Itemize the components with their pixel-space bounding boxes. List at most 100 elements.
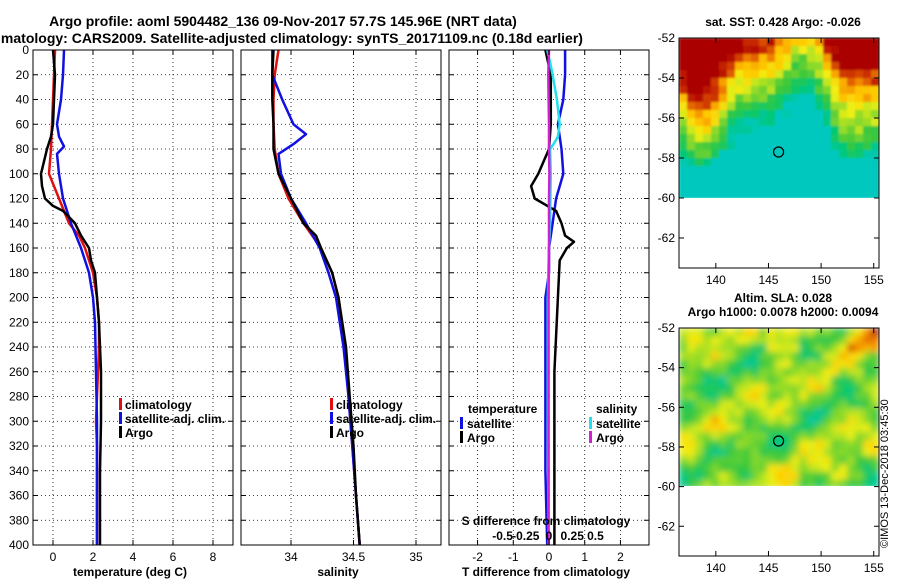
map-cell bbox=[743, 392, 752, 401]
map-cell bbox=[695, 70, 704, 79]
map-cell bbox=[775, 46, 784, 55]
map-cell bbox=[743, 336, 752, 345]
map-cell bbox=[815, 448, 824, 457]
map-cell bbox=[735, 78, 744, 87]
map-cell bbox=[839, 448, 848, 457]
map-cell bbox=[711, 182, 720, 191]
map-cell bbox=[791, 54, 800, 63]
map-cell bbox=[775, 352, 784, 361]
map-cell bbox=[831, 472, 840, 481]
map-cell bbox=[823, 360, 832, 369]
map-cell bbox=[823, 416, 832, 425]
map-cell bbox=[759, 360, 768, 369]
map-cell bbox=[783, 70, 792, 79]
map-cell bbox=[687, 392, 696, 401]
map-cell bbox=[783, 134, 792, 143]
map-cell bbox=[759, 38, 768, 47]
map-cell bbox=[767, 336, 776, 345]
map-cell bbox=[727, 166, 736, 175]
map-cell bbox=[751, 126, 760, 135]
y-tick-label: 260 bbox=[9, 365, 29, 379]
map-cell bbox=[735, 126, 744, 135]
map-cell bbox=[847, 344, 856, 353]
map-cell bbox=[703, 110, 712, 119]
map-cell bbox=[871, 440, 879, 449]
map-cell bbox=[727, 432, 736, 441]
map-cell bbox=[783, 344, 792, 353]
map-cell bbox=[767, 472, 776, 481]
map-cell bbox=[687, 46, 696, 55]
map-cell bbox=[727, 336, 736, 345]
map-cell bbox=[815, 46, 824, 55]
legend-label-s-satellite: satellite bbox=[596, 417, 641, 431]
map-cell bbox=[711, 376, 720, 385]
map-cell bbox=[823, 110, 832, 119]
map-cell bbox=[823, 432, 832, 441]
map-cell bbox=[823, 126, 832, 135]
map-cell bbox=[743, 38, 752, 47]
map-cell bbox=[791, 94, 800, 103]
map-cell bbox=[847, 86, 856, 95]
map-cell bbox=[759, 336, 768, 345]
map-cell bbox=[855, 102, 864, 111]
map-cell bbox=[783, 416, 792, 425]
map-cell bbox=[727, 392, 736, 401]
map-cell bbox=[839, 110, 848, 119]
series-line-argo bbox=[39, 49, 103, 545]
map-cell bbox=[775, 158, 784, 167]
map-cell bbox=[855, 408, 864, 417]
map-cell bbox=[735, 400, 744, 409]
map-cell bbox=[815, 94, 824, 103]
map-cell bbox=[679, 328, 688, 337]
map-cell bbox=[791, 110, 800, 119]
map-cell bbox=[727, 472, 736, 481]
map-cell bbox=[871, 62, 879, 71]
map-cell bbox=[791, 70, 800, 79]
map-cell bbox=[743, 344, 752, 353]
map-cell bbox=[703, 408, 712, 417]
figure-title-line2: Climatology: CARS2009. Satellite-adjuste… bbox=[0, 30, 583, 46]
map-cell bbox=[855, 472, 864, 481]
map-cell bbox=[759, 78, 768, 87]
map-cell bbox=[855, 118, 864, 127]
map-cell bbox=[687, 456, 696, 465]
map-cell bbox=[727, 368, 736, 377]
map-cell bbox=[847, 464, 856, 473]
map-cell bbox=[751, 384, 760, 393]
map-cell bbox=[871, 182, 879, 191]
map-cell bbox=[871, 368, 879, 377]
map-cell bbox=[847, 70, 856, 79]
map-cell bbox=[863, 360, 872, 369]
map-cell bbox=[871, 424, 879, 433]
map-cell bbox=[679, 142, 688, 151]
map-cell bbox=[727, 70, 736, 79]
map-cell bbox=[767, 158, 776, 167]
map-cell bbox=[799, 424, 808, 433]
map-cell bbox=[807, 134, 816, 143]
map-cell bbox=[743, 142, 752, 151]
map-cell bbox=[719, 472, 728, 481]
map-cell bbox=[783, 456, 792, 465]
map-cell bbox=[679, 400, 688, 409]
map-cell bbox=[751, 368, 760, 377]
map-cell bbox=[839, 480, 848, 486]
map-cell bbox=[799, 400, 808, 409]
legend-swatch-t-argo bbox=[460, 431, 463, 443]
map-cell bbox=[679, 78, 688, 87]
map-cell bbox=[847, 38, 856, 47]
map-cell bbox=[839, 456, 848, 465]
map-cell bbox=[855, 62, 864, 71]
map-cell bbox=[847, 472, 856, 481]
map-cell bbox=[735, 456, 744, 465]
map-cell bbox=[807, 182, 816, 191]
map-cell bbox=[815, 158, 824, 167]
map-cell bbox=[831, 166, 840, 175]
map-cell bbox=[807, 126, 816, 135]
map-cell bbox=[847, 328, 856, 337]
map-cell bbox=[727, 150, 736, 159]
map-cell bbox=[743, 70, 752, 79]
map-cell bbox=[695, 392, 704, 401]
map-cell bbox=[839, 142, 848, 151]
map-cell bbox=[783, 174, 792, 183]
map-cell bbox=[839, 408, 848, 417]
